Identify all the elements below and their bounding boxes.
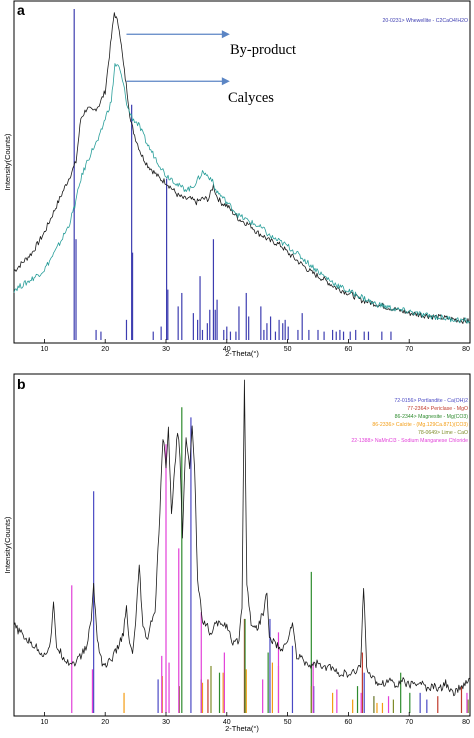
series-group-b [13,379,471,697]
x-tick-label-b: 30 [162,719,170,726]
series-line-a-0 [13,12,471,324]
x-ticks-a: 10 20 30 40 50 60 70 80 [41,339,471,353]
legend-b: 72-0156> Portlandite - Ca(OH)2 77-2364> … [351,398,468,444]
x-tick-label-b: 10 [41,719,49,726]
legend-item-whewellite: 20-0231> Whewellite - C2CaO4!H2O [383,18,469,24]
x-tick-label-a: 50 [284,346,292,353]
x-tick-label-b: 40 [223,719,231,726]
annotations-a: By-product Calyces [126,30,296,106]
legend-item-namncl3: 22-1388> NaMnCl3 - Sodium Manganese Chlo… [351,438,468,444]
x-tick-label-a: 80 [462,346,470,353]
x-tick-label-a: 20 [101,346,109,353]
x-tick-label-a: 60 [345,346,353,353]
legend-item-portlandite: 72-0156> Portlandite - Ca(OH)2 [394,398,468,404]
plot-frame-b [13,373,471,717]
x-tick-label-a: 70 [405,346,413,353]
x-tick-label-b: 60 [345,719,353,726]
annotation-by-product: By-product [230,42,296,58]
x-tick-label-a: 40 [223,346,231,353]
legend-item-calcite: 86-2336> Calcite - (Mg.129Ca.871)(CO3) [372,422,468,428]
x-tick-label-a: 10 [41,346,49,353]
x-tick-label-b: 20 [101,719,109,726]
x-axis-label-b: 2-Theta(°) [225,724,259,733]
chart-panel-a: a 20-0231> Whewellite - C2CaO4!H2O By-pr… [3,0,471,358]
legend-item-periclase: 77-2364> Periclase - MgO [407,406,468,412]
x-tick-label-a: 30 [162,346,170,353]
arrowhead-by-product [221,30,230,39]
x-tick-label-b: 70 [405,719,413,726]
y-axis-label-a: Intensity(Counts) [3,133,12,190]
arrowhead-calyces [221,77,230,86]
series-line-b-0 [13,379,471,697]
series-group-a [13,12,471,324]
x-axis-label-a: 2-Theta(°) [225,349,259,358]
legend-item-lime: 78-0649> Lime - CaO [418,430,468,436]
series-line-a-1 [13,63,471,324]
y-axis-label-b: Intensity(Counts) [3,516,12,573]
panel-label-a: a [17,2,25,18]
panel-label-b: b [17,376,26,392]
annotation-calyces: Calyces [228,90,274,106]
x-ticks-b: 10 20 30 40 50 60 70 80 [41,712,471,726]
plot-frame-a [13,0,471,344]
reference-sticks-b [71,407,469,713]
x-tick-label-b: 80 [462,719,470,726]
x-tick-label-b: 50 [284,719,292,726]
chart-panel-b: b 72-0156> Portlandite - Ca(OH)2 77-2364… [3,373,471,733]
reference-sticks-a [73,9,392,340]
legend-item-magnesite: 86-2344> Magnesite - Mg(CO3) [395,414,469,420]
